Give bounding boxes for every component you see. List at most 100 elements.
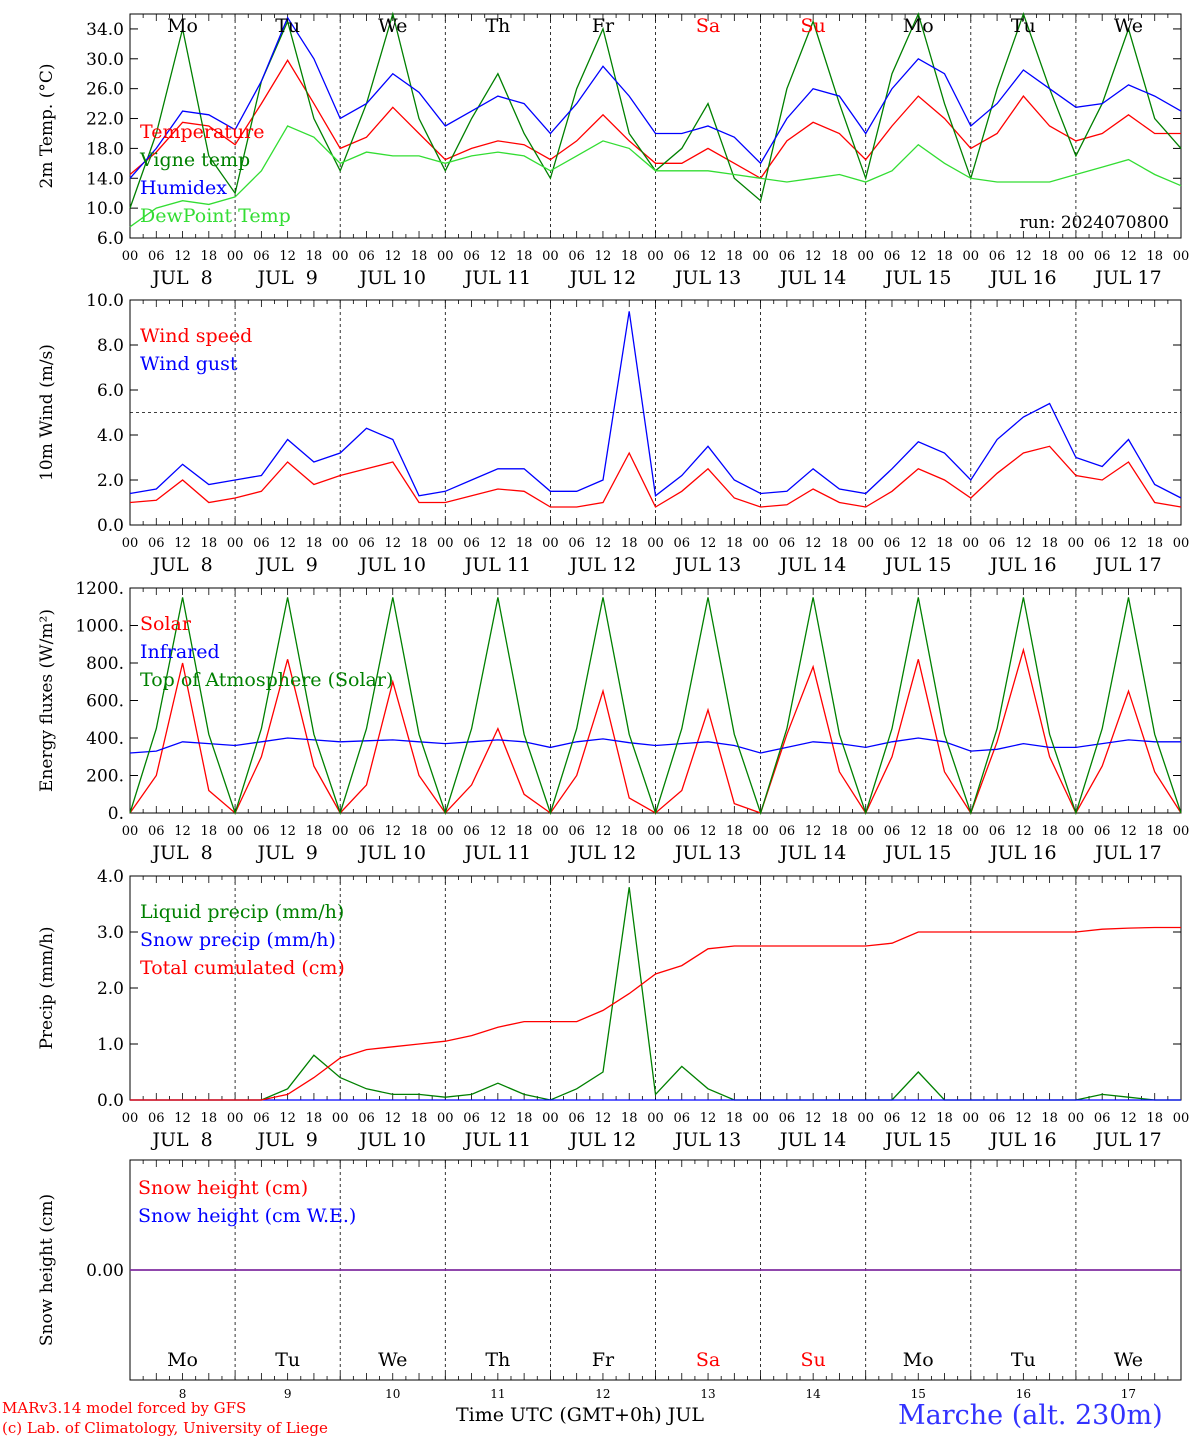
day-number-label: 8 [179,1387,187,1401]
day-number-label: 13 [700,1387,715,1401]
day-name-label: We [378,1349,407,1371]
hour-tick-label: 12 [910,249,927,264]
y-tick-label: 26.0 [86,80,124,100]
y-tick-label: 1.0 [97,1035,124,1055]
hour-tick-label: 06 [779,249,796,264]
panel-2 [129,299,1182,526]
hour-tick-label: 00 [542,249,559,264]
date-label: JUL 16 [988,842,1056,864]
y-tick-label: 0. [108,804,124,824]
hour-tick-label: 12 [805,1111,822,1126]
date-label: JUL 13 [673,554,741,576]
legend-entry: Snow height (cm) [138,1177,308,1199]
date-label: JUL 8 [150,1129,212,1151]
hour-tick-label: 06 [148,536,165,551]
hour-tick-label: 06 [674,1111,691,1126]
hour-tick-label: 06 [674,824,691,839]
date-label: JUL 12 [568,1129,636,1151]
hour-tick-label: 12 [279,824,296,839]
day-number-label: 12 [595,1387,610,1401]
hour-tick-label: 00 [122,249,139,264]
hour-tick-label: 06 [989,1111,1006,1126]
date-label: JUL 15 [883,554,951,576]
day-name-label: We [1114,1349,1143,1371]
day-name-label: Fr [592,1349,615,1371]
hour-tick-label: 00 [1173,249,1190,264]
hour-tick-label: 00 [647,249,664,264]
hour-tick-label: 00 [227,824,244,839]
date-label: JUL 8 [150,267,212,289]
date-label: JUL 17 [1093,1129,1161,1151]
date-label: JUL 14 [778,267,846,289]
hour-tick-label: 12 [174,824,191,839]
hour-tick-label: 12 [700,824,717,839]
hour-tick-label: 00 [963,536,980,551]
day-name-label: Sa [696,15,720,37]
hour-tick-label: 18 [201,1111,218,1126]
date-label: JUL 15 [883,842,951,864]
hour-tick-label: 12 [384,824,401,839]
panel-4 [129,875,1182,1101]
hour-tick-label: 18 [621,249,638,264]
hour-tick-label: 18 [201,824,218,839]
day-name-label: We [378,15,407,37]
hour-tick-label: 06 [884,249,901,264]
hour-tick-label: 00 [122,1111,139,1126]
hour-tick-label: 06 [779,824,796,839]
date-label: JUL 8 [150,842,212,864]
day-name-label: Th [485,1349,510,1371]
day-name-label: Tu [275,1349,300,1371]
day-name-label: Mo [903,1349,934,1371]
hour-tick-label: 12 [1120,536,1137,551]
y-tick-label: 8.0 [97,336,124,356]
hour-tick-label: 00 [752,536,769,551]
y-axis-label: 2m Temp. (°C) [37,63,57,188]
hour-tick-label: 18 [936,1111,953,1126]
hour-tick-label: 18 [516,824,533,839]
hour-tick-label: 06 [148,1111,165,1126]
hour-tick-label: 12 [910,824,927,839]
date-label: JUL 13 [673,1129,741,1151]
hour-tick-label: 12 [910,1111,927,1126]
date-label: JUL 13 [673,267,741,289]
y-tick-label: 10.0 [86,291,124,311]
hour-tick-label: 12 [279,249,296,264]
date-label: JUL 9 [255,842,317,864]
hour-tick-label: 00 [752,1111,769,1126]
hour-tick-label: 12 [490,1111,507,1126]
legend-entry: Top of Atmosphere (Solar) [140,669,393,691]
hour-tick-label: 18 [411,536,428,551]
y-tick-label: 6.0 [97,229,124,249]
hour-tick-label: 00 [227,1111,244,1126]
legend-entry: Wind gust [140,353,238,375]
day-name-label: Mo [167,15,198,37]
hour-tick-label: 18 [306,824,323,839]
hour-tick-label: 06 [253,1111,270,1126]
series-line-2 [129,737,1181,754]
model-credit: MARv3.14 model forced by GFS [2,1399,247,1417]
date-label: JUL 16 [988,554,1056,576]
panel-5 [129,1159,1182,1381]
day-name-label: Mo [167,1349,198,1371]
hour-tick-label: 06 [568,1111,585,1126]
date-label: JUL 8 [150,554,212,576]
date-label: JUL 15 [883,1129,951,1151]
date-label: JUL 11 [463,842,531,864]
hour-tick-label: 18 [726,824,743,839]
hour-tick-label: 00 [963,1111,980,1126]
hour-tick-label: 06 [1094,824,1111,839]
hour-tick-label: 06 [463,536,480,551]
date-label: JUL 17 [1093,267,1161,289]
hour-tick-label: 06 [989,536,1006,551]
hour-tick-label: 00 [647,536,664,551]
hour-tick-label: 00 [227,536,244,551]
hour-tick-label: 12 [174,536,191,551]
date-label: JUL 12 [568,554,636,576]
date-label: JUL 14 [778,1129,846,1151]
hour-tick-label: 00 [752,249,769,264]
hour-tick-label: 00 [857,1111,874,1126]
date-label: JUL 16 [988,267,1056,289]
y-tick-label: 10.0 [86,199,124,219]
hour-tick-label: 12 [490,824,507,839]
date-label: JUL 10 [358,1129,426,1151]
